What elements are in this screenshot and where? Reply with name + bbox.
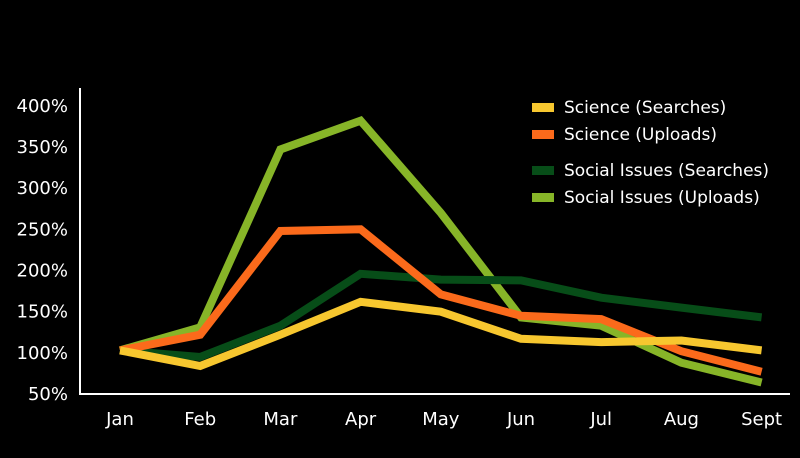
legend: Science (Searches) Science (Uploads) Socia…: [532, 98, 769, 208]
y-tick-label: 250%: [17, 219, 68, 240]
axes: [79, 88, 790, 395]
x-tick-label: Aug: [664, 409, 699, 430]
series-lines: [118, 116, 763, 387]
series-line-social-issues-searches: [119, 269, 763, 362]
x-tick-label: Jun: [506, 409, 535, 430]
x-tick-label: Mar: [263, 409, 298, 430]
y-tick-label: 100%: [17, 343, 68, 364]
legend-label-science-searches: Science (Searches): [564, 98, 726, 118]
y-tick-label: 400%: [17, 96, 68, 117]
series-line-social-issues-uploads: [118, 116, 763, 387]
legend-swatch-social-issues-uploads: [532, 193, 554, 202]
legend-swatch-science-searches: [532, 103, 554, 112]
y-tick-label: 50%: [28, 384, 68, 405]
legend-swatch-social-issues-searches: [532, 166, 554, 175]
x-tick-label: Sept: [741, 409, 782, 430]
y-tick-label: 350%: [17, 137, 68, 158]
x-tick-labels: Jan Feb Mar Apr May Jun Jul Aug Sept: [105, 409, 782, 430]
x-tick-label: Jul: [589, 409, 612, 430]
y-tick-label: 300%: [17, 178, 68, 199]
x-tick-label: Apr: [345, 409, 377, 430]
y-tick-labels: 50% 100% 150% 200% 250% 300% 350% 400%: [17, 96, 68, 405]
legend-label-science-uploads: Science (Uploads): [564, 125, 717, 145]
series-line-science-searches: [119, 297, 763, 371]
x-tick-label: May: [422, 409, 460, 430]
x-tick-label: Jan: [105, 409, 134, 430]
y-tick-label: 150%: [17, 302, 68, 323]
legend-swatch-science-uploads: [532, 130, 554, 139]
legend-label-social-issues-searches: Social Issues (Searches): [564, 161, 769, 181]
y-tick-label: 200%: [17, 261, 68, 282]
x-tick-label: Feb: [184, 409, 216, 430]
legend-label-social-issues-uploads: Social Issues (Uploads): [564, 188, 760, 208]
